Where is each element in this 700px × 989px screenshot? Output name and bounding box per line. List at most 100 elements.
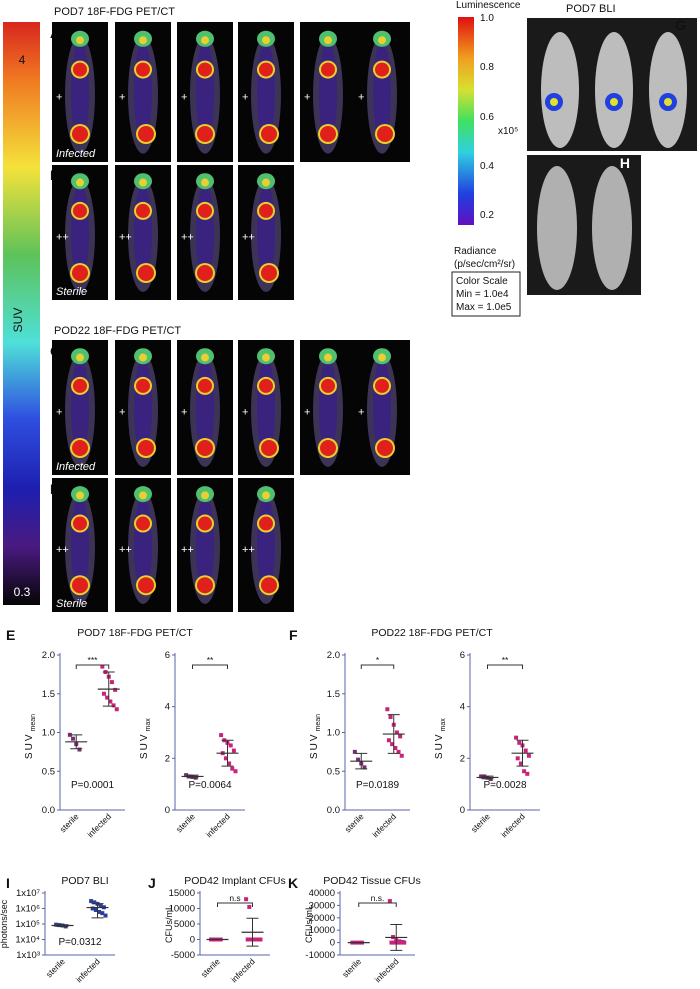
pet-hot — [320, 126, 336, 142]
section-title: POD7 18F-FDG PET/CT — [54, 6, 175, 18]
pet-hot — [321, 378, 335, 393]
data-point — [248, 937, 253, 942]
y-axis-label: photons/sec — [0, 899, 9, 948]
pet-hot — [261, 126, 277, 142]
pet-hot — [324, 353, 332, 362]
data-point — [100, 664, 105, 669]
pet-hot — [261, 265, 277, 281]
error-bar — [91, 903, 104, 919]
data-point — [399, 753, 404, 758]
pet-hot — [73, 203, 87, 218]
panel-label: E — [6, 627, 15, 643]
data-point — [399, 940, 404, 945]
y-tick-label: 2 — [460, 753, 465, 764]
y-axis-label-sub: mean — [30, 714, 37, 732]
significance-label: ** — [207, 655, 214, 665]
x-tick-label: infected — [229, 956, 257, 984]
pet-hot — [262, 178, 270, 187]
pet-hot — [138, 440, 154, 456]
data-point — [517, 740, 522, 745]
pet-hot — [321, 62, 335, 77]
data-point — [108, 699, 113, 704]
pet-hot — [259, 516, 273, 531]
pet-hot — [138, 577, 154, 594]
bli-mouse — [595, 32, 633, 148]
data-point — [252, 937, 257, 942]
data-point — [402, 940, 407, 945]
box-text: Color Scale — [456, 276, 508, 287]
y-axis-label: SUV — [309, 733, 320, 760]
significance-bracket — [192, 664, 228, 669]
pet-marker: ++ — [242, 232, 255, 244]
error-bar — [70, 734, 83, 750]
data-point — [90, 906, 95, 911]
data-point — [479, 774, 484, 779]
y-tick-label: 40000 — [309, 888, 335, 899]
pet-hot — [261, 440, 277, 456]
y-tick-label: 1.0 — [327, 728, 340, 739]
chart-title: POD7 18F-FDG PET/CT — [77, 627, 193, 639]
pet-hot — [320, 440, 336, 456]
y-tick-label: 0 — [460, 805, 465, 816]
pet-hot — [72, 577, 88, 594]
pet-hot — [324, 36, 332, 45]
y-tick-label: 0.0 — [327, 805, 340, 816]
bli-mouse — [537, 166, 577, 290]
data-point — [109, 680, 114, 685]
pet-hot — [261, 577, 277, 594]
bli-signal — [550, 98, 558, 106]
data-point — [77, 747, 82, 752]
pet-hot — [76, 178, 84, 187]
pet-hot — [73, 62, 87, 77]
pet-hot — [378, 353, 386, 362]
error-bar — [355, 752, 368, 770]
pet-hot — [262, 36, 270, 45]
pet-hot — [375, 378, 389, 393]
data-point — [388, 715, 393, 719]
p-value: P=0.0189 — [356, 780, 400, 791]
pet-caption: Sterile — [56, 598, 87, 610]
p-value: P=0.0312 — [58, 937, 102, 948]
pet-hot — [197, 577, 213, 594]
chart-title: POD22 18F-FDG PET/CT — [371, 627, 493, 639]
y-axis-label: CFUs/mL — [304, 905, 314, 943]
error-bar — [56, 924, 69, 927]
data-point — [385, 707, 390, 712]
y-tick-label: -5000 — [171, 950, 195, 961]
panel-label: I — [6, 875, 10, 891]
p-value: P=0.0028 — [483, 780, 527, 791]
pet-marker: ++ — [181, 544, 194, 556]
pet-hot — [198, 203, 212, 218]
bli-signal — [664, 98, 672, 106]
pet-marker: ++ — [181, 232, 194, 244]
y-tick-label: -10000 — [305, 950, 335, 961]
error-bar — [221, 739, 234, 767]
pet-hot — [139, 491, 147, 500]
data-point — [394, 730, 399, 735]
chart-title: POD42 Implant CFUs — [184, 875, 286, 887]
data-point — [515, 756, 520, 761]
significance-bracket — [360, 664, 395, 669]
error-bar — [246, 917, 259, 947]
data-point — [247, 904, 252, 909]
pet-hot — [139, 36, 147, 45]
y-tick-label: 0 — [165, 805, 170, 816]
pet-caption: Sterile — [56, 286, 87, 298]
pet-hot — [139, 353, 147, 362]
y-tick-label: 1.5 — [42, 689, 55, 700]
data-point — [227, 761, 232, 766]
unit: (p/sec/cm²/sr) — [454, 259, 515, 270]
data-point — [101, 691, 106, 696]
data-point — [103, 913, 108, 918]
data-point — [223, 756, 228, 761]
data-point — [518, 761, 523, 766]
data-point — [392, 940, 397, 945]
significance-label: n.s — [229, 893, 240, 903]
data-point — [233, 769, 238, 774]
pet-hot — [259, 378, 273, 393]
pet-hot — [76, 491, 84, 500]
y-tick-label: 0 — [190, 935, 195, 946]
y-axis-label: SUV — [24, 733, 35, 760]
x-tick-label: sterile — [340, 956, 363, 979]
data-point — [525, 771, 530, 776]
